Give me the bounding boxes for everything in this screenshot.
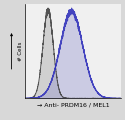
Text: → Anti- PRDM16 / MEL1: → Anti- PRDM16 / MEL1: [37, 102, 110, 107]
Text: # Cells: # Cells: [18, 41, 23, 61]
